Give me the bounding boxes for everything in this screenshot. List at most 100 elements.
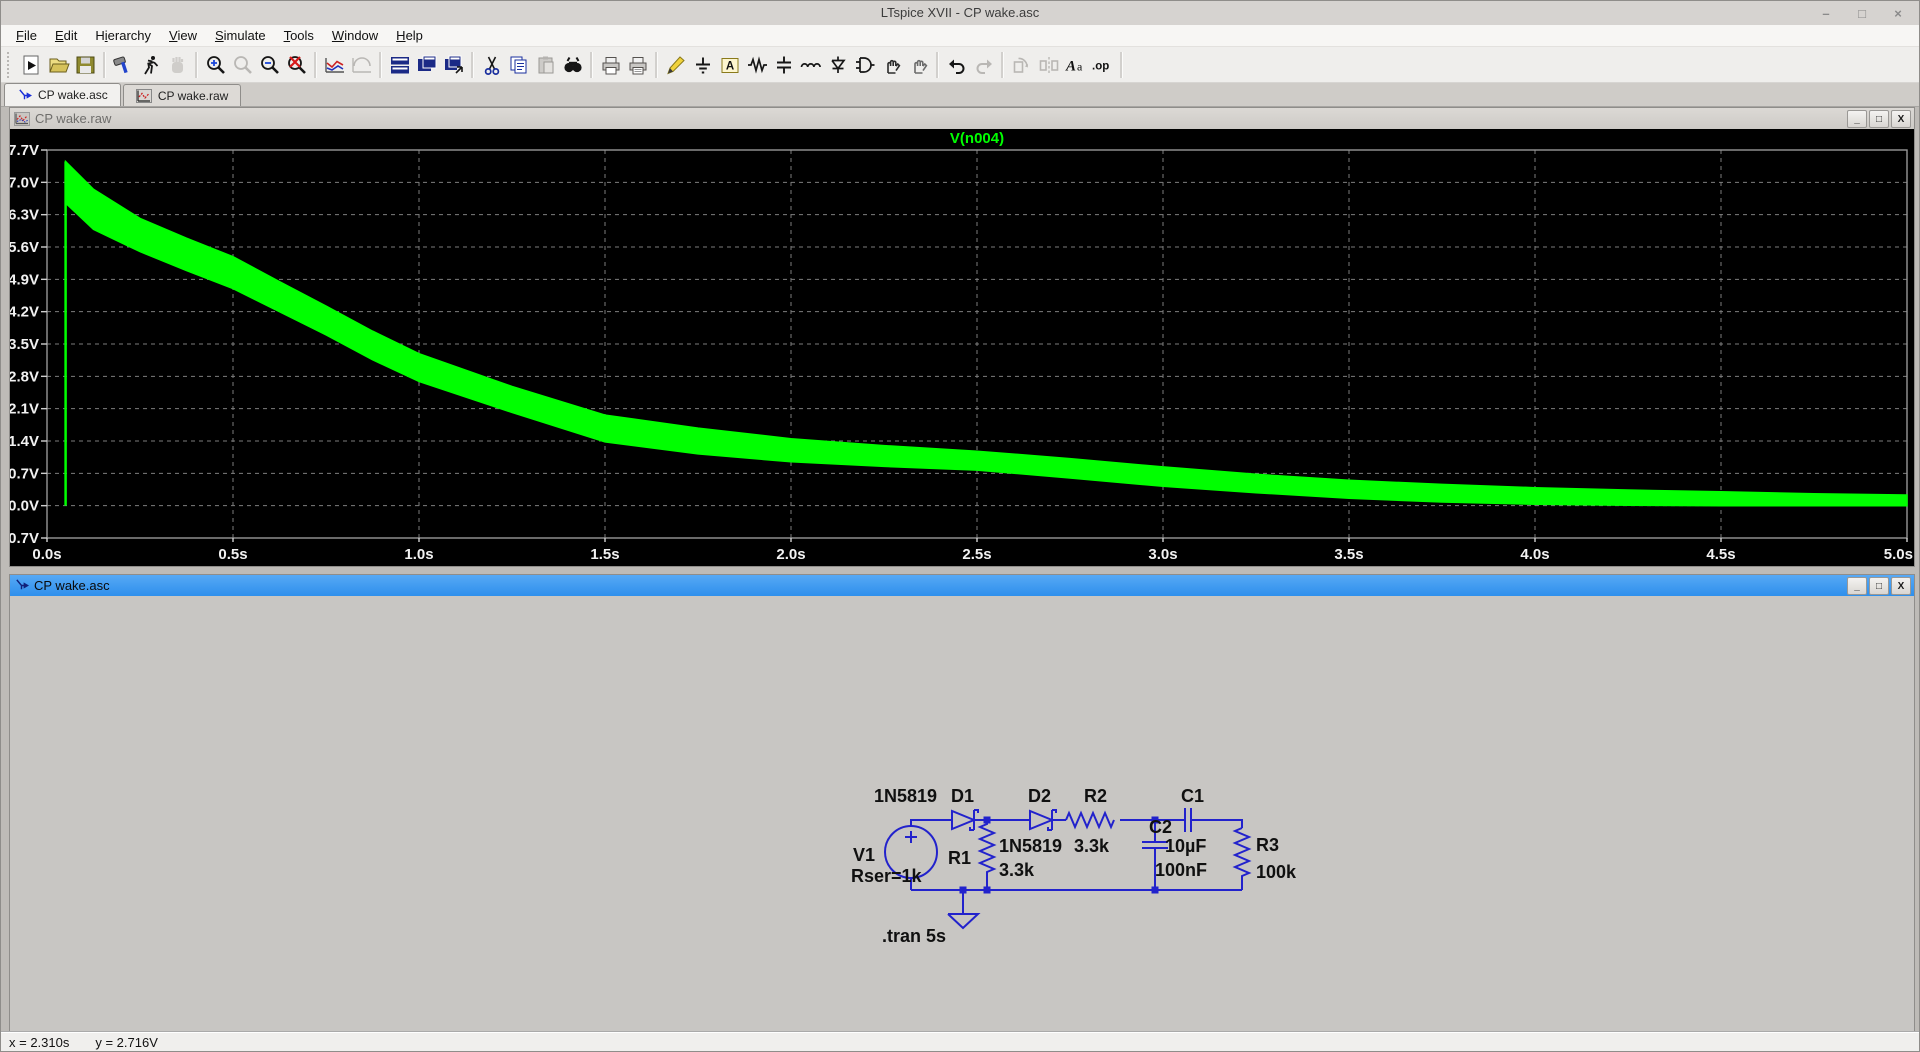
- child-close-button[interactable]: X: [1891, 110, 1911, 128]
- zoom-out-icon[interactable]: [256, 52, 283, 78]
- net-label-icon[interactable]: A: [716, 52, 743, 78]
- mdi-area: CP wake.raw _ □ X 7.7V 7.0V 6.3V 5.6V 4.9V 4.…: [1, 107, 1919, 1040]
- component-icon[interactable]: [851, 52, 878, 78]
- waveform-icon: [14, 111, 30, 126]
- menu-help[interactable]: Help: [396, 28, 423, 43]
- tile-horizontal-icon[interactable]: [386, 52, 413, 78]
- print-preview-icon[interactable]: [624, 52, 651, 78]
- child-minimize-button[interactable]: _: [1847, 110, 1867, 128]
- move-icon[interactable]: [878, 52, 905, 78]
- waveform-plot[interactable]: 7.7V 7.0V 6.3V 5.6V 4.9V 4.2V 3.5V 2.8V 2.1V 1.4V…: [10, 129, 1914, 566]
- diode-icon[interactable]: [824, 52, 851, 78]
- schematic-canvas[interactable]: 1N5819 D1 D2 R2 C1 V1 Rser=1k R1 1N5819 …: [10, 596, 1914, 1039]
- svg-text:4.0s: 4.0s: [1520, 546, 1549, 563]
- inductor-icon[interactable]: [797, 52, 824, 78]
- schematic-icon: [14, 578, 29, 593]
- new-schematic-icon[interactable]: [18, 52, 45, 78]
- child-minimize-button[interactable]: _: [1847, 577, 1867, 595]
- component-value-r2[interactable]: 3.3k: [1074, 836, 1110, 856]
- mirror-icon[interactable]: [1035, 52, 1062, 78]
- component-value-r3[interactable]: 100k: [1256, 862, 1297, 882]
- tile-vertical-icon[interactable]: [413, 52, 440, 78]
- menu-file[interactable]: File: [16, 28, 37, 43]
- halt-icon[interactable]: [164, 52, 191, 78]
- component-value-c1[interactable]: 10µF: [1165, 836, 1207, 856]
- tab-cp-wake-asc[interactable]: CP wake.asc: [4, 83, 121, 106]
- undo-icon[interactable]: [943, 52, 970, 78]
- cascade-icon[interactable]: [440, 52, 467, 78]
- cut-icon[interactable]: [478, 52, 505, 78]
- spice-directive-icon[interactable]: .op: [1089, 52, 1116, 78]
- child-close-button[interactable]: X: [1891, 577, 1911, 595]
- menu-hierarchy[interactable]: Hierarchy: [95, 28, 152, 43]
- find-icon[interactable]: [559, 52, 586, 78]
- component-ref-r3[interactable]: R3: [1256, 835, 1280, 855]
- toolbar-grip[interactable]: [7, 51, 14, 78]
- menu-tools[interactable]: Tools: [283, 28, 314, 43]
- component-ref-c1[interactable]: C1: [1181, 786, 1205, 806]
- close-button[interactable]: ×: [1894, 5, 1902, 21]
- maximize-button[interactable]: □: [1858, 5, 1866, 21]
- ground-symbol: [947, 890, 981, 930]
- zoom-in-icon[interactable]: [202, 52, 229, 78]
- menu-simulate[interactable]: Simulate: [214, 28, 266, 43]
- component-value-d2[interactable]: 1N5819: [999, 836, 1063, 856]
- svg-text:4.2V: 4.2V: [10, 304, 39, 321]
- schematic-window: CP wake.asc _ □ X: [9, 574, 1915, 1040]
- run-icon[interactable]: [137, 52, 164, 78]
- title-bar[interactable]: LTspice XVII - CP wake.asc – □ ×: [1, 1, 1919, 26]
- svg-text:a: a: [1077, 59, 1083, 73]
- capacitor-icon[interactable]: [770, 52, 797, 78]
- control-panel-icon[interactable]: [110, 52, 137, 78]
- redo-icon[interactable]: [970, 52, 997, 78]
- svg-text:4.9V: 4.9V: [10, 271, 39, 288]
- plot-settings-icon[interactable]: [348, 52, 375, 78]
- child-maximize-button[interactable]: □: [1869, 110, 1889, 128]
- tab-cp-wake-raw[interactable]: CP wake.raw: [122, 84, 242, 106]
- spice-directive-text[interactable]: .tran 5s: [882, 926, 947, 946]
- svg-text:3.0s: 3.0s: [1148, 546, 1177, 563]
- menu-view[interactable]: View: [169, 28, 197, 43]
- waveform-icon: [135, 88, 152, 103]
- component-ref-d2[interactable]: D2: [1028, 786, 1052, 806]
- copy-icon[interactable]: [505, 52, 532, 78]
- component-ref-r2[interactable]: R2: [1084, 786, 1108, 806]
- save-icon[interactable]: [72, 52, 99, 78]
- wire-icon[interactable]: [662, 52, 689, 78]
- resistor-icon[interactable]: [743, 52, 770, 78]
- svg-text:3.5V: 3.5V: [10, 336, 39, 353]
- zoom-back-icon[interactable]: [229, 52, 256, 78]
- open-icon[interactable]: [45, 52, 72, 78]
- minimize-button[interactable]: –: [1822, 5, 1830, 21]
- print-icon[interactable]: [597, 52, 624, 78]
- waveform-window-caption[interactable]: CP wake.raw _ □ X: [10, 108, 1914, 129]
- autorange-icon[interactable]: [321, 52, 348, 78]
- rotate-icon[interactable]: [1008, 52, 1035, 78]
- component-value-d1[interactable]: 1N5819: [874, 786, 938, 806]
- component-ref-v1[interactable]: V1: [853, 845, 876, 865]
- svg-text:2.0s: 2.0s: [776, 546, 805, 563]
- menu-window[interactable]: Window: [331, 28, 379, 43]
- status-bar: x = 2.310s y = 2.716V: [1, 1032, 1919, 1051]
- schematic-window-caption[interactable]: CP wake.asc _ □ X: [10, 575, 1914, 596]
- ground-icon[interactable]: [689, 52, 716, 78]
- toolbar-separator: [655, 51, 658, 78]
- component-ref-r1[interactable]: R1: [948, 848, 972, 868]
- component-value-r1[interactable]: 3.3k: [999, 860, 1035, 880]
- paste-icon[interactable]: [532, 52, 559, 78]
- component-ref-c2[interactable]: C2: [1149, 817, 1173, 837]
- component-ref-d1[interactable]: D1: [951, 786, 975, 806]
- drag-icon[interactable]: [905, 52, 932, 78]
- toolbar-separator: [1001, 51, 1004, 78]
- child-maximize-button[interactable]: □: [1869, 577, 1889, 595]
- component-value-v1[interactable]: Rser=1k: [851, 866, 922, 886]
- toolbar-separator: [195, 51, 198, 78]
- svg-text:2.8V: 2.8V: [10, 368, 39, 385]
- zoom-full-icon[interactable]: [283, 52, 310, 78]
- svg-text:0.0V: 0.0V: [10, 498, 39, 515]
- component-value-c2[interactable]: 100nF: [1155, 860, 1208, 880]
- menu-edit[interactable]: Edit: [54, 28, 78, 43]
- wire-nodes: [959, 816, 1159, 894]
